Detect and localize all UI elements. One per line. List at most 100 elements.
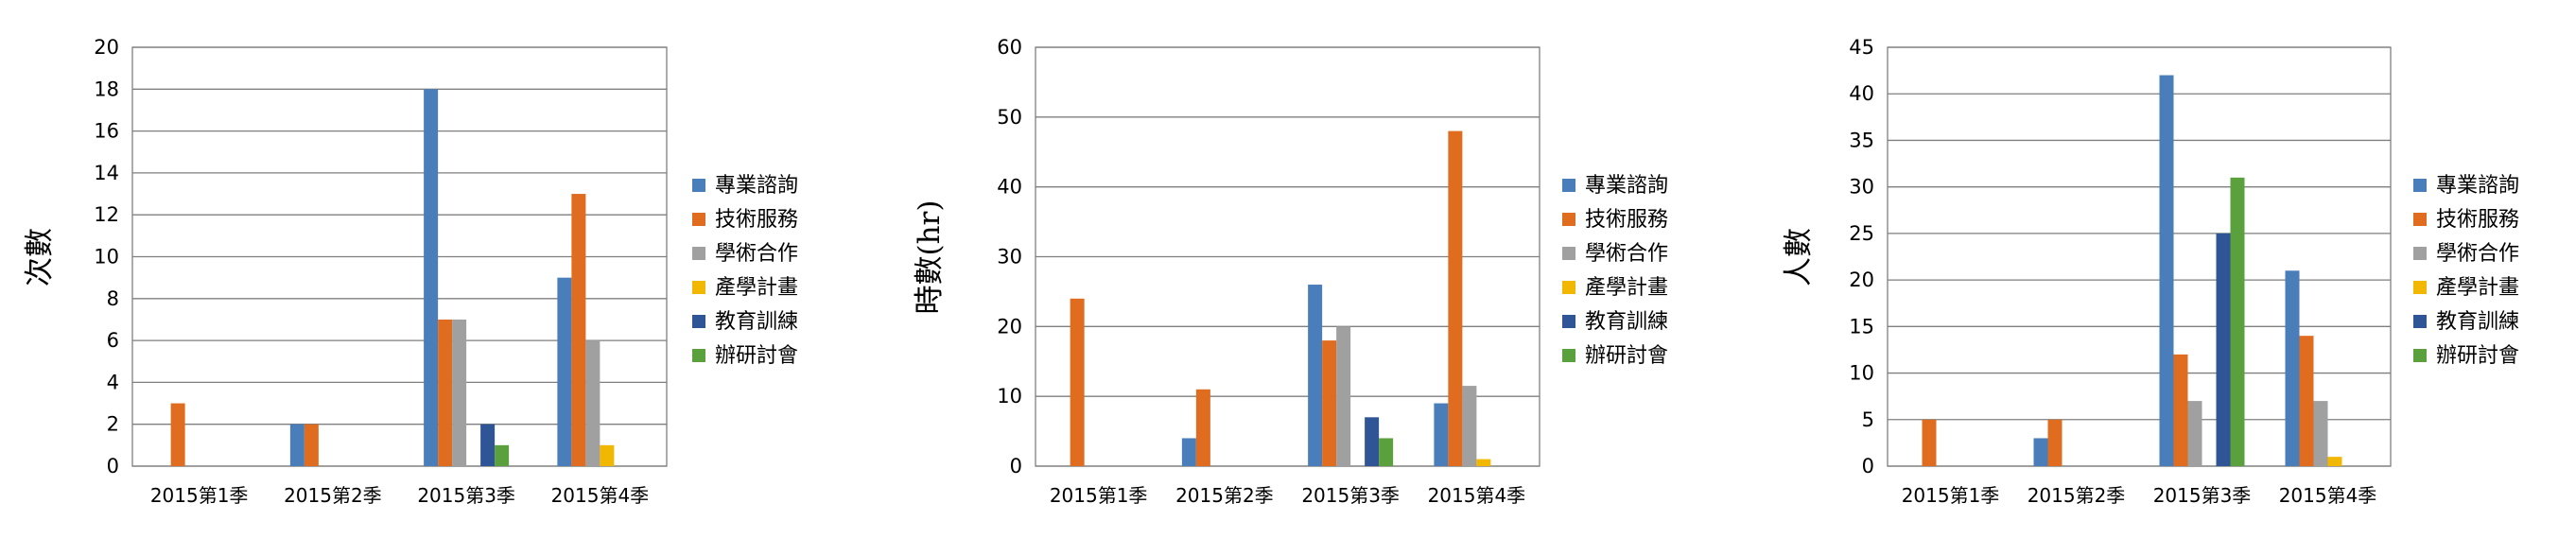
bar-學術合作-2015第4季 xyxy=(1462,386,1477,466)
bar-技術服務-2015第3季 xyxy=(438,319,453,466)
bar-專業諮詢-2015第3季 xyxy=(1308,285,1323,466)
x-tick-label: 2015第3季 xyxy=(2153,484,2252,507)
y-tick-label: 5 xyxy=(1862,408,1874,431)
bar-技術服務-2015第4季 xyxy=(1448,130,1463,466)
legend-label: 專業諮詢 xyxy=(715,174,798,198)
legend-swatch xyxy=(1562,315,1575,328)
legend-label: 教育訓練 xyxy=(1585,310,1668,334)
legend-label: 辦研討會 xyxy=(715,344,798,368)
y-tick-label: 18 xyxy=(94,78,119,100)
y-tick-label: 10 xyxy=(997,385,1022,408)
bar-技術服務-2015第3季 xyxy=(2173,354,2188,466)
legend-label: 專業諮詢 xyxy=(1585,174,1668,198)
bar-專業諮詢-2015第2季 xyxy=(1181,438,1196,466)
legend-label: 專業諮詢 xyxy=(2436,174,2519,198)
bar-專業諮詢-2015第2季 xyxy=(289,424,305,466)
x-tick-label: 2015第2季 xyxy=(2028,484,2126,507)
y-tick-label: 10 xyxy=(1849,362,1874,385)
legend-swatch xyxy=(1562,247,1575,260)
bar-學術合作-2015第3季 xyxy=(2187,401,2202,466)
legend-label: 辦研討會 xyxy=(2436,344,2519,368)
y-tick-label: 20 xyxy=(94,36,119,59)
y-tick-label: 4 xyxy=(107,371,119,393)
y-tick-label: 16 xyxy=(94,120,119,143)
bar-辦研討會-2015第3季 xyxy=(2230,177,2245,467)
bar-技術服務-2015第1季 xyxy=(170,403,185,466)
bar-技術服務-2015第3季 xyxy=(1322,340,1337,466)
legend-swatch xyxy=(1562,281,1575,294)
bar-專業諮詢-2015第4季 xyxy=(2285,270,2300,466)
x-tick-label: 2015第1季 xyxy=(150,484,249,507)
x-tick-label: 2015第4季 xyxy=(2279,484,2377,507)
y-axis-label: 人數 xyxy=(1782,228,1816,286)
y-tick-label: 6 xyxy=(107,329,119,352)
bar-技術服務-2015第1季 xyxy=(1922,419,1937,466)
legend-swatch xyxy=(692,349,705,362)
legend-swatch xyxy=(2413,281,2427,294)
plot-area xyxy=(131,46,668,467)
y-tick-label: 30 xyxy=(997,246,1022,269)
bar-學術合作-2015第3季 xyxy=(452,319,467,466)
bar-辦研討會-2015第3季 xyxy=(495,444,510,466)
plot-area xyxy=(1887,46,2392,467)
bar-專業諮詢-2015第3季 xyxy=(424,89,439,467)
bar-專業諮詢-2015第4季 xyxy=(557,277,572,466)
x-tick-label: 2015第2季 xyxy=(284,484,382,507)
y-tick-label: 12 xyxy=(94,203,119,226)
legend-swatch xyxy=(692,213,705,226)
legend-label: 學術合作 xyxy=(715,242,798,266)
bar-辦研討會-2015第3季 xyxy=(1379,438,1394,466)
y-tick-label: 10 xyxy=(94,246,119,269)
x-tick-label: 2015第1季 xyxy=(1902,484,2000,507)
y-tick-label: 0 xyxy=(107,455,119,477)
bar-專業諮詢-2015第2季 xyxy=(2033,438,2048,466)
legend-swatch xyxy=(2413,179,2427,192)
legend-label: 技術服務 xyxy=(715,208,798,232)
bar-技術服務-2015第1季 xyxy=(1070,298,1085,466)
chart-2: 0 10 20 30 40 50 60 時數(hr) 2015第1季 2015第2季 2015第3季… xyxy=(913,36,1668,507)
y-tick-label: 0 xyxy=(1862,455,1874,477)
legend-swatch xyxy=(1562,179,1575,192)
legend-swatch xyxy=(2413,213,2427,226)
y-tick-label: 0 xyxy=(1010,455,1022,477)
bar-技術服務-2015第2季 xyxy=(2047,419,2063,466)
legend-label: 學術合作 xyxy=(1585,242,1668,266)
legend-label: 產學計畫 xyxy=(1585,276,1668,300)
y-tick-label: 20 xyxy=(1849,269,1874,291)
legend-label: 技術服務 xyxy=(1585,208,1668,232)
bar-學術合作-2015第4季 xyxy=(585,340,600,466)
legend-swatch xyxy=(692,179,705,192)
y-tick-label: 45 xyxy=(1849,36,1874,59)
y-tick-label: 50 xyxy=(997,106,1022,129)
y-tick-label: 30 xyxy=(1849,176,1874,199)
y-tick-label: 2 xyxy=(107,413,119,436)
legend-swatch xyxy=(2413,247,2427,260)
legend-label: 教育訓練 xyxy=(2436,310,2519,334)
bar-學術合作-2015第3季 xyxy=(1336,326,1351,466)
bar-學術合作-2015第4季 xyxy=(2313,401,2328,466)
bar-產學計畫-2015第4季 xyxy=(600,444,615,466)
bar-技術服務-2015第2季 xyxy=(304,424,319,466)
legend-swatch xyxy=(2413,315,2427,328)
bar-產學計畫-2015第4季 xyxy=(1476,459,1491,466)
y-tick-label: 20 xyxy=(997,315,1022,338)
legend-label: 教育訓練 xyxy=(715,310,798,334)
bar-專業諮詢-2015第4季 xyxy=(1434,403,1449,466)
legend-label: 產學計畫 xyxy=(715,276,798,300)
legend-swatch xyxy=(692,247,705,260)
legend-label: 技術服務 xyxy=(2436,208,2519,232)
x-tick-label: 2015第4季 xyxy=(1428,484,1526,507)
y-tick-label: 25 xyxy=(1849,222,1874,245)
legend-label: 產學計畫 xyxy=(2436,276,2519,300)
x-tick-label: 2015第1季 xyxy=(1050,484,1148,507)
y-tick-label: 60 xyxy=(997,36,1022,59)
x-tick-label: 2015第3季 xyxy=(1301,484,1400,507)
y-tick-label: 40 xyxy=(997,176,1022,199)
plot-area xyxy=(1035,46,1540,467)
x-tick-label: 2015第4季 xyxy=(551,484,650,507)
x-tick-label: 2015第2季 xyxy=(1175,484,1274,507)
y-tick-label: 35 xyxy=(1849,129,1874,151)
x-tick-label: 2015第3季 xyxy=(417,484,515,507)
